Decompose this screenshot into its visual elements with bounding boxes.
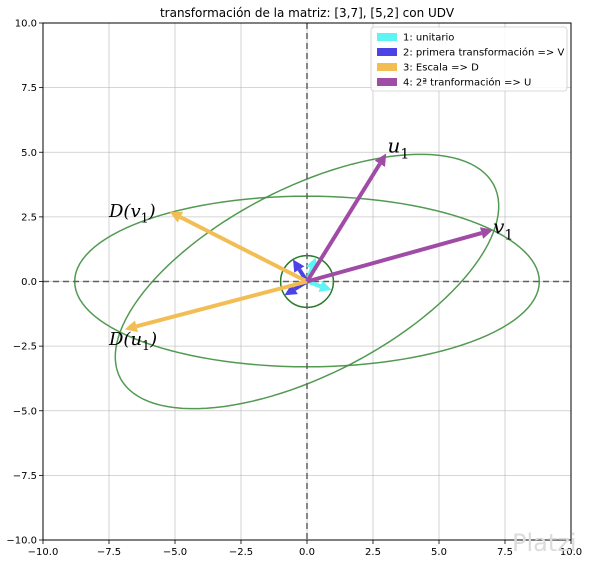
watermark-text: Platzi bbox=[512, 529, 577, 557]
y-tick-label-6: 5.0 bbox=[21, 148, 37, 159]
y-tick-label-4: 0.0 bbox=[21, 277, 37, 288]
x-tick-label-3: −2.5 bbox=[229, 547, 253, 558]
x-tick-label-5: 2.5 bbox=[365, 547, 381, 558]
vector-head-series3-1 bbox=[479, 227, 494, 239]
vector-label-2: D(v1) bbox=[108, 201, 156, 225]
vector-series3-1 bbox=[306, 231, 483, 284]
y-axis-ticks: −10.0 −7.5 −5.0 −2.5 0.0 2.5 5.0 7.5 10.0 bbox=[6, 19, 43, 547]
vector-head-series1-1 bbox=[284, 283, 298, 296]
vector-head-series2-1 bbox=[124, 320, 138, 333]
watermark: Platzi bbox=[512, 529, 577, 557]
vector-head-series2-0 bbox=[169, 211, 184, 223]
vector-label-1: v1 bbox=[493, 215, 513, 244]
vector-head-series1-0 bbox=[293, 259, 305, 273]
x-tick-label-2: −5.0 bbox=[163, 547, 187, 558]
x-tick-label-8: 10.0 bbox=[560, 547, 582, 558]
x-tick-label-4: 0.0 bbox=[299, 547, 315, 558]
x-tick-label-6: 5.0 bbox=[431, 547, 447, 558]
chart-title: transformación de la matriz: [3,7], [5,2… bbox=[160, 6, 455, 20]
vectors bbox=[124, 153, 494, 333]
y-tick-label-2: −5.0 bbox=[13, 406, 37, 417]
vector-head-series0-1 bbox=[318, 280, 332, 292]
vector-labels: u1 v1 D(v1) D(u1) bbox=[108, 133, 513, 353]
x-tick-label-7: 7.5 bbox=[497, 547, 513, 558]
legend-box bbox=[370, 26, 568, 92]
legend-label-2: 3: Escala => D bbox=[403, 63, 479, 74]
legend-swatch-3 bbox=[377, 78, 397, 86]
y-tick-label-7: 7.5 bbox=[21, 83, 37, 94]
legend-label-3: 4: 2ª tranformación => U bbox=[403, 77, 531, 89]
y-tick-label-1: −7.5 bbox=[13, 471, 37, 482]
x-tick-label-0: −10.0 bbox=[28, 547, 59, 558]
y-tick-label-5: 2.5 bbox=[21, 212, 37, 223]
y-tick-label-8: 10.0 bbox=[15, 19, 37, 30]
legend-label-1: 2: primera transformación => V bbox=[403, 47, 564, 59]
vector-label-0: u1 bbox=[388, 133, 410, 162]
x-tick-label-1: −7.5 bbox=[97, 547, 121, 558]
legend-swatch-2 bbox=[377, 63, 397, 71]
x-axis-ticks: −10.0 −7.5 −5.0 −2.5 0.0 2.5 5.0 7.5 10.0 bbox=[28, 540, 582, 558]
legend: 1: unitario 2: primera transformación => … bbox=[370, 26, 568, 92]
vector-series2-0 bbox=[179, 215, 308, 284]
y-tick-label-0: −10.0 bbox=[6, 536, 37, 547]
vector-series2-1 bbox=[135, 279, 308, 329]
ellipse-1 bbox=[114, 153, 500, 410]
vector-label-3: D(u1) bbox=[108, 329, 157, 353]
vector-head-series3-0 bbox=[374, 153, 387, 167]
legend-label-0: 1: unitario bbox=[403, 33, 454, 44]
legend-swatch-0 bbox=[377, 33, 397, 41]
y-tick-label-3: −2.5 bbox=[13, 342, 37, 353]
legend-swatch-1 bbox=[377, 48, 397, 56]
vector-series3-0 bbox=[305, 162, 382, 283]
